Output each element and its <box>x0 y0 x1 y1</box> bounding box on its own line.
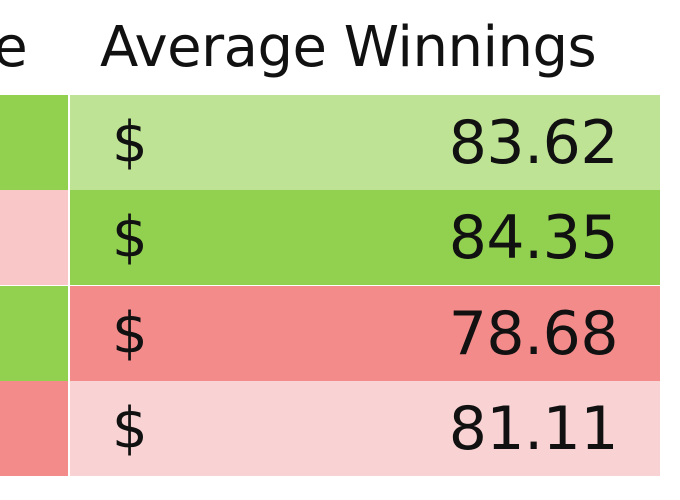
table-row: $ 84.35 <box>0 190 660 285</box>
average-winnings-cell: $ 83.62 <box>70 95 660 190</box>
currency-symbol: $ <box>112 204 148 270</box>
column-header-average-winnings: Average Winnings <box>100 0 640 96</box>
currency-symbol: $ <box>112 109 148 175</box>
left-partial-cell <box>0 381 68 476</box>
average-winnings-header-label: Average Winnings <box>100 15 597 80</box>
left-partial-cell <box>0 286 68 381</box>
average-winnings-value: 83.62 <box>448 107 619 178</box>
left-partial-cell <box>0 190 68 285</box>
average-winnings-value: 81.11 <box>448 393 619 464</box>
left-partial-cell <box>0 95 68 190</box>
column-header-partial-label: re <box>0 15 28 80</box>
average-winnings-value: 78.68 <box>448 298 619 369</box>
average-winnings-cell: $ 78.68 <box>70 286 660 381</box>
average-winnings-value: 84.35 <box>448 202 619 273</box>
average-winnings-cell: $ 81.11 <box>70 381 660 476</box>
table-row: $ 83.62 <box>0 95 660 190</box>
average-winnings-cell: $ 84.35 <box>70 190 660 285</box>
currency-symbol: $ <box>112 395 148 461</box>
currency-symbol: $ <box>112 300 148 366</box>
column-header-partial: re <box>0 0 68 96</box>
table-row: $ 81.11 <box>0 381 660 476</box>
table-row: $ 78.68 <box>0 286 660 381</box>
